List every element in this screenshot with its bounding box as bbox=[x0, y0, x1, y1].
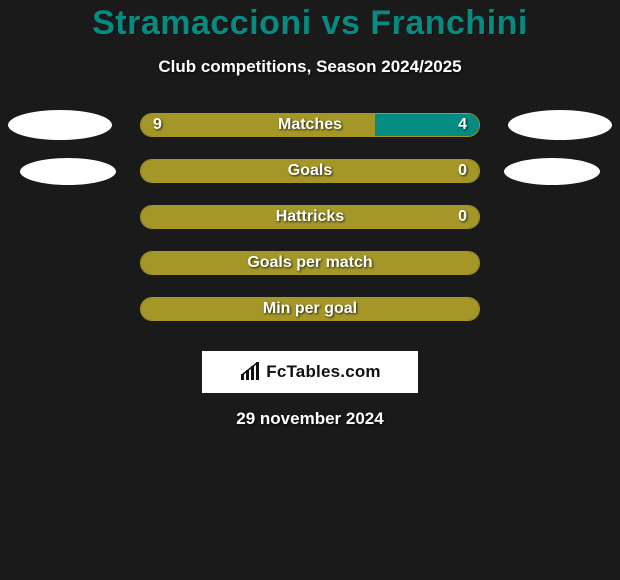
stat-row: Min per goal bbox=[0, 293, 620, 339]
subtitle: Club competitions, Season 2024/2025 bbox=[0, 57, 620, 77]
brand-text: FcTables.com bbox=[266, 362, 381, 382]
stat-bar-right-fill bbox=[375, 114, 479, 136]
stat-bar-left-fill bbox=[141, 252, 479, 274]
stat-row: Matches94 bbox=[0, 109, 620, 155]
player-avatar-right bbox=[504, 158, 600, 185]
brand-box[interactable]: FcTables.com bbox=[202, 351, 418, 393]
comparison-widget: Stramaccioni vs Franchini Club competiti… bbox=[0, 0, 620, 580]
stat-bar: Min per goal bbox=[140, 297, 480, 321]
player-avatar-right bbox=[508, 110, 612, 140]
stat-bar-left-fill bbox=[141, 160, 479, 182]
stats-rows: Matches94 Goals0 Hattricks0 Goals per match… bbox=[0, 109, 620, 339]
stat-bar-left-fill bbox=[141, 298, 479, 320]
page-title: Stramaccioni vs Franchini bbox=[0, 4, 620, 43]
player-avatar-left bbox=[8, 110, 112, 140]
stat-bar-left-fill bbox=[141, 206, 479, 228]
date-line: 29 november 2024 bbox=[0, 409, 620, 429]
stat-bar: Goals0 bbox=[140, 159, 480, 183]
stat-bar: Goals per match bbox=[140, 251, 480, 275]
brand-chart-icon bbox=[239, 362, 261, 382]
stat-row: Hattricks0 bbox=[0, 201, 620, 247]
stat-bar: Matches94 bbox=[140, 113, 480, 137]
stat-row: Goals0 bbox=[0, 155, 620, 201]
stat-row: Goals per match bbox=[0, 247, 620, 293]
player-avatar-left bbox=[20, 158, 116, 185]
stat-bar: Hattricks0 bbox=[140, 205, 480, 229]
stat-bar-left-fill bbox=[141, 114, 375, 136]
